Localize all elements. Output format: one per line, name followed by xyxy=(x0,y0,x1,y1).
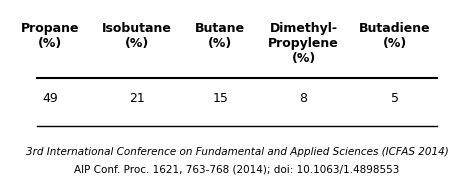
Text: 21: 21 xyxy=(129,92,145,105)
Text: Butane
(%): Butane (%) xyxy=(195,22,246,50)
Text: 3rd International Conference on Fundamental and Applied Sciences (ICFAS 2014): 3rd International Conference on Fundamen… xyxy=(26,147,448,157)
Text: 5: 5 xyxy=(391,92,399,105)
Text: 15: 15 xyxy=(212,92,228,105)
Text: AIP Conf. Proc. 1621, 763-768 (2014); doi: 10.1063/1.4898553: AIP Conf. Proc. 1621, 763-768 (2014); do… xyxy=(74,164,400,175)
Text: Isobutane
(%): Isobutane (%) xyxy=(102,22,172,50)
Text: Propane
(%): Propane (%) xyxy=(21,22,79,50)
Text: Butadiene
(%): Butadiene (%) xyxy=(359,22,431,50)
Text: 8: 8 xyxy=(300,92,308,105)
Text: 49: 49 xyxy=(42,92,58,105)
Text: Dimethyl-
Propylene
(%): Dimethyl- Propylene (%) xyxy=(268,22,339,65)
